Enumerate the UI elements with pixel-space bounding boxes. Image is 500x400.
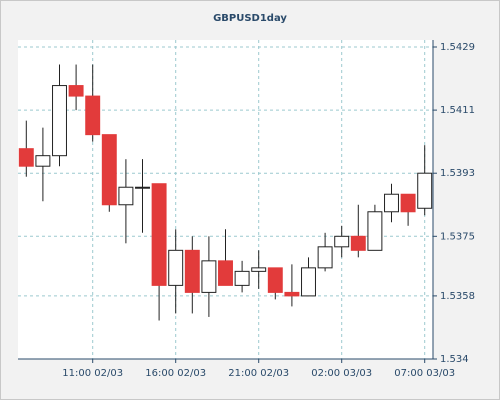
candle-body	[317, 246, 333, 269]
candle-body	[184, 249, 200, 293]
candle-body	[400, 193, 416, 213]
candle-body	[168, 249, 184, 286]
candle-body	[301, 267, 316, 297]
x-tick-label: 16:00 02/03	[145, 368, 206, 379]
y-tick-label: 1.534	[440, 354, 469, 365]
candle-body	[367, 211, 383, 251]
x-tick-label: 21:00 02/03	[228, 368, 289, 379]
candle-body	[201, 260, 217, 293]
candle-body	[35, 155, 51, 167]
candle-body	[350, 235, 366, 251]
x-tick-label: 11:00 02/03	[62, 368, 123, 379]
candle-body	[234, 270, 250, 286]
y-tick-label: 1.5411	[440, 105, 475, 116]
candle-body	[68, 85, 84, 97]
candle-body	[85, 95, 101, 136]
candle-body	[417, 172, 433, 209]
x-tick-label: 02:00 03/03	[311, 368, 372, 379]
candle-body	[267, 267, 283, 293]
y-tick-label: 1.5375	[440, 231, 475, 242]
candle-body	[18, 148, 34, 167]
y-tick-label: 1.5358	[440, 291, 475, 302]
y-tick-label: 1.5429	[440, 42, 475, 53]
candle-body	[284, 291, 300, 297]
candle-body	[218, 260, 233, 286]
candle-body	[118, 186, 134, 206]
candle-body	[101, 134, 117, 206]
x-tick-label: 07:00 03/03	[394, 368, 455, 379]
candle-body	[135, 186, 150, 189]
y-tick-label: 1.5393	[440, 168, 475, 179]
candle-body	[384, 193, 399, 213]
candle-body	[151, 183, 167, 286]
candle-body	[334, 235, 350, 248]
candle-body	[52, 85, 67, 157]
candle-body	[251, 267, 267, 272]
chart-title: GBPUSD1day	[213, 13, 287, 24]
plot-area	[18, 40, 433, 359]
